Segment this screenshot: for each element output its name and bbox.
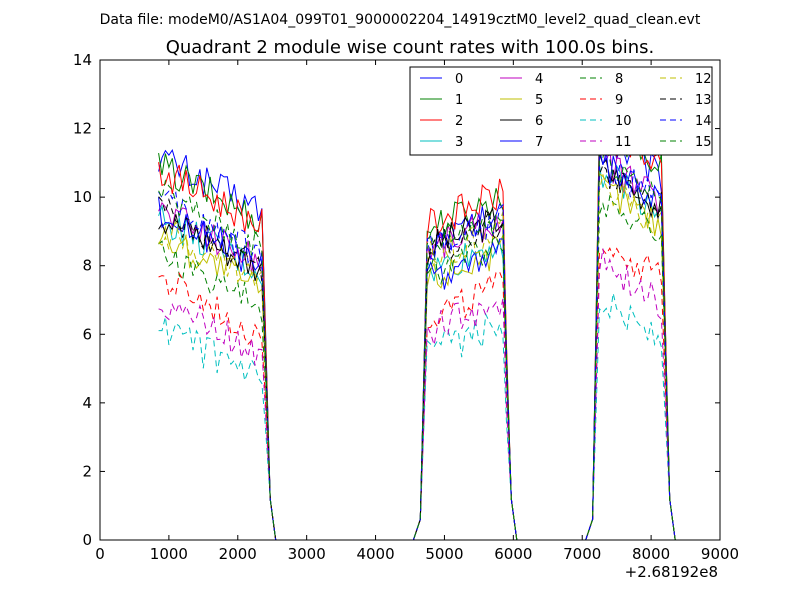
legend-label-6: 6 xyxy=(535,114,543,129)
y-tick-label: 0 xyxy=(82,531,92,549)
x-tick-label: 3000 xyxy=(288,545,326,563)
legend-label-15: 15 xyxy=(695,135,712,150)
y-tick-label: 12 xyxy=(73,120,92,138)
x-offset-label: +2.68192e8 xyxy=(625,563,718,581)
series-line-15 xyxy=(158,144,676,540)
legend-label-14: 14 xyxy=(695,114,712,129)
x-tick-label: 5000 xyxy=(425,545,463,563)
y-tick-label: 14 xyxy=(73,51,92,69)
legend-label-8: 8 xyxy=(615,72,623,87)
y-tick-label: 6 xyxy=(82,325,92,343)
x-tick-label: 6000 xyxy=(494,545,532,563)
series-line-8 xyxy=(158,194,676,540)
legend-label-3: 3 xyxy=(455,135,463,150)
x-tick-label: 4000 xyxy=(356,545,394,563)
series-line-13 xyxy=(158,164,676,540)
y-tick-label: 10 xyxy=(73,188,92,206)
legend-label-0: 0 xyxy=(455,72,463,87)
legend-frame xyxy=(409,66,713,156)
x-tick-label: 0 xyxy=(95,545,105,563)
x-tick-label: 9000 xyxy=(701,545,739,563)
legend-label-2: 2 xyxy=(455,114,463,129)
plot-frame xyxy=(99,59,721,541)
legend-label-10: 10 xyxy=(615,114,632,129)
x-tick-label: 7000 xyxy=(563,545,601,563)
legend-label-11: 11 xyxy=(615,135,632,150)
series-line-4 xyxy=(158,146,676,540)
legend-label-4: 4 xyxy=(535,72,543,87)
legend-label-9: 9 xyxy=(615,93,623,108)
x-tick-label: 2000 xyxy=(219,545,257,563)
series-line-5 xyxy=(158,172,676,540)
plot-lines xyxy=(158,116,676,540)
chart-title: Quadrant 2 module wise count rates with … xyxy=(166,37,655,58)
series-line-11 xyxy=(158,248,676,540)
legend-label-1: 1 xyxy=(455,93,463,108)
legend-label-7: 7 xyxy=(535,135,543,150)
legend-label-13: 13 xyxy=(695,93,712,108)
legend-label-12: 12 xyxy=(695,72,712,87)
series-line-10 xyxy=(158,293,676,540)
y-tick-label: 4 xyxy=(82,394,92,412)
figure-suptitle: Data file: modeM0/AS1A04_099T01_90000022… xyxy=(100,12,701,28)
x-tick-label: 1000 xyxy=(150,545,188,563)
legend-label-5: 5 xyxy=(535,93,543,108)
axis-ticks: 0 1000 2000 3000 4000 5000 6000 7000 8000 9000 0 2 4… xyxy=(73,51,739,563)
y-tick-label: 2 xyxy=(82,462,92,480)
x-tick-label: 8000 xyxy=(632,545,670,563)
y-tick-label: 8 xyxy=(82,257,92,275)
series-line-9 xyxy=(158,247,676,540)
